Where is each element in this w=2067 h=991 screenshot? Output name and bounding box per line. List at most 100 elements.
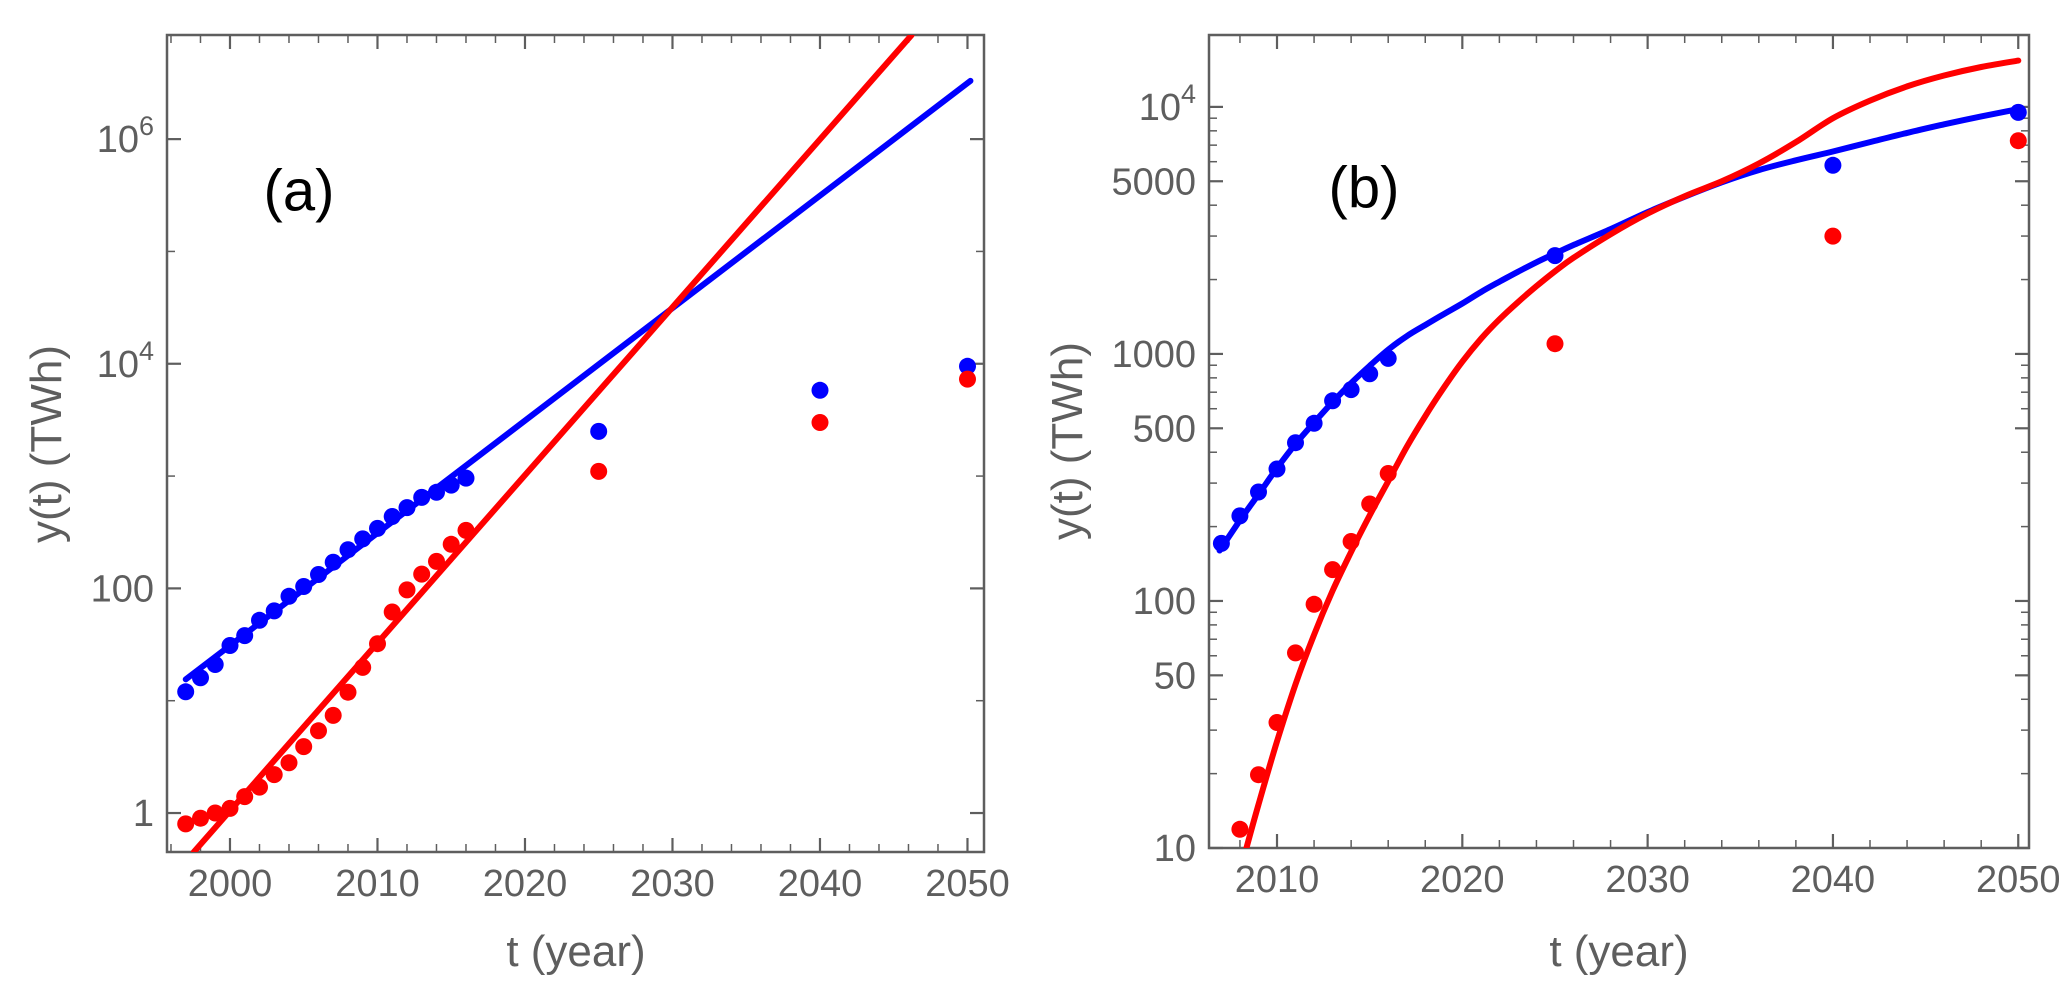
data-point-red-2005: [295, 738, 313, 756]
data-point-blue-2000: [221, 637, 239, 654]
panel-a-x-tick-label-2000: 2000: [188, 863, 273, 905]
panel-b-x-tick-label-2010: 2010: [1235, 859, 1320, 901]
panel-a-y-axis-label: y(t) (TWh): [22, 345, 71, 543]
data-point-red-2040: [1824, 227, 1842, 245]
data-point-blue-2010: [369, 519, 386, 537]
panel-b-x-axis-label: t (year): [1549, 927, 1689, 976]
panel-a-label: (a): [263, 158, 335, 224]
panel-b-ticks: [1209, 35, 2029, 850]
panel-a-frame: [165, 33, 986, 854]
panel-a-x-tick-label-2050: 2050: [925, 863, 1010, 905]
panel-b-red-saturating-fit: [1243, 57, 2022, 848]
panel-b-y-tick-label-10000: 104: [1139, 79, 1196, 129]
panel-b-y-tick-label-50: 50: [1154, 655, 1196, 697]
data-point-blue-2004: [280, 587, 298, 605]
data-point-red-2016: [457, 521, 475, 539]
data-point-red-2040: [811, 414, 829, 431]
data-point-red-2001: [236, 788, 254, 806]
panel-b-y-tick-label-500: 500: [1133, 408, 1196, 450]
data-point-red-2014: [1342, 533, 1360, 550]
data-point-blue-2001: [236, 627, 254, 645]
data-point-red-2007: [324, 706, 342, 724]
data-point-red-2006: [310, 722, 327, 740]
panel-b-y-tick-label-100: 100: [1133, 581, 1196, 623]
panel-a-x-tick-label-2020: 2020: [483, 863, 568, 905]
data-point-red-2004: [280, 754, 298, 772]
data-point-red-2010: [369, 635, 386, 653]
data-point-blue-2010: [1268, 460, 1286, 478]
panel-a-blue-points: [177, 357, 976, 701]
data-point-blue-2040: [1824, 156, 1842, 174]
data-point-blue-2007: [1212, 534, 1230, 552]
data-point-blue-2025: [1546, 247, 1564, 265]
panel-b: 2010 2020 2030 2040 2050 10 50 100 500 1000 5000 10…: [1111, 33, 2061, 901]
data-point-blue-2005: [295, 578, 313, 595]
data-point-red-2050: [2009, 132, 2027, 150]
data-point-blue-2007: [324, 553, 342, 571]
data-point-red-2013: [413, 565, 431, 583]
data-point-red-1998: [192, 809, 209, 827]
data-point-blue-1997: [177, 683, 195, 701]
data-point-red-2025: [1546, 335, 1564, 353]
data-point-red-2010: [1268, 714, 1286, 731]
data-point-red-1997: [177, 815, 195, 833]
data-point-red-2050: [959, 370, 976, 388]
panel-b-x-tick-label-2050: 2050: [1976, 859, 2061, 901]
data-point-red-1999: [206, 804, 224, 822]
data-point-blue-2013: [413, 488, 431, 506]
panel-a: 2000 2010 2020 2030 2040 2050 1 100 104 106: [91, 33, 1010, 905]
panel-a-y-tick-label-1000000: 106: [97, 111, 154, 161]
data-point-blue-2012: [1305, 414, 1323, 432]
data-point-red-2015: [442, 535, 460, 553]
panel-b-x-tick-label-2040: 2040: [1791, 859, 1876, 901]
data-point-red-2002: [251, 778, 268, 796]
data-point-red-2008: [1231, 820, 1249, 838]
data-point-red-2011: [383, 603, 401, 621]
data-point-red-2011: [1287, 644, 1304, 662]
data-point-red-2014: [428, 552, 445, 570]
panel-a-x-axis-label: t (year): [506, 927, 646, 976]
data-point-blue-2014: [428, 483, 445, 501]
data-point-blue-1999: [206, 656, 224, 673]
panel-b-x-tick-label-2030: 2030: [1605, 859, 1690, 901]
data-point-red-2008: [339, 683, 357, 701]
data-point-red-2012: [1305, 595, 1323, 613]
panel-a-y-tick-label-10000: 104: [97, 336, 154, 386]
data-point-blue-2009: [1250, 483, 1267, 501]
data-point-blue-2015: [1361, 365, 1379, 383]
data-point-red-2012: [398, 581, 416, 599]
data-point-blue-2008: [339, 541, 357, 559]
data-point-red-2009: [1250, 766, 1267, 784]
data-point-blue-2050: [2009, 103, 2027, 121]
panel-a-y-tick-label-100: 100: [91, 568, 154, 610]
data-point-blue-2016: [457, 469, 475, 487]
panel-a-ticks: [167, 35, 984, 852]
data-point-blue-2050: [959, 357, 976, 375]
data-point-blue-2011: [383, 508, 401, 525]
data-point-blue-2009: [354, 530, 372, 548]
data-point-red-2013: [1324, 561, 1342, 579]
panel-b-label: (b): [1328, 155, 1400, 221]
data-point-red-2015: [1361, 495, 1379, 513]
data-point-blue-2016: [1379, 349, 1397, 367]
data-point-blue-2013: [1324, 392, 1342, 410]
data-point-red-2009: [354, 658, 372, 676]
data-point-red-2003: [265, 766, 283, 784]
panel-b-x-tick-label-2020: 2020: [1420, 859, 1505, 901]
panel-a-x-tick-label-2040: 2040: [778, 863, 863, 905]
panel-b-y-tick-label-1000: 1000: [1111, 334, 1196, 376]
panel-b-y-tick-label-5000: 5000: [1111, 161, 1196, 203]
panel-b-y-axis-label: y(t) (TWh): [1043, 342, 1092, 540]
data-point-blue-2015: [442, 476, 460, 494]
panel-a-y-tick-label-1: 1: [133, 793, 154, 835]
panel-b-red-points: [1231, 132, 2027, 838]
data-point-blue-1998: [192, 669, 209, 687]
data-point-red-2025: [590, 462, 608, 480]
data-point-blue-2011: [1287, 434, 1304, 452]
data-point-blue-2040: [811, 381, 829, 399]
panel-a-x-tick-label-2010: 2010: [335, 863, 420, 905]
data-point-blue-2012: [398, 499, 416, 517]
data-point-blue-2003: [265, 602, 283, 620]
